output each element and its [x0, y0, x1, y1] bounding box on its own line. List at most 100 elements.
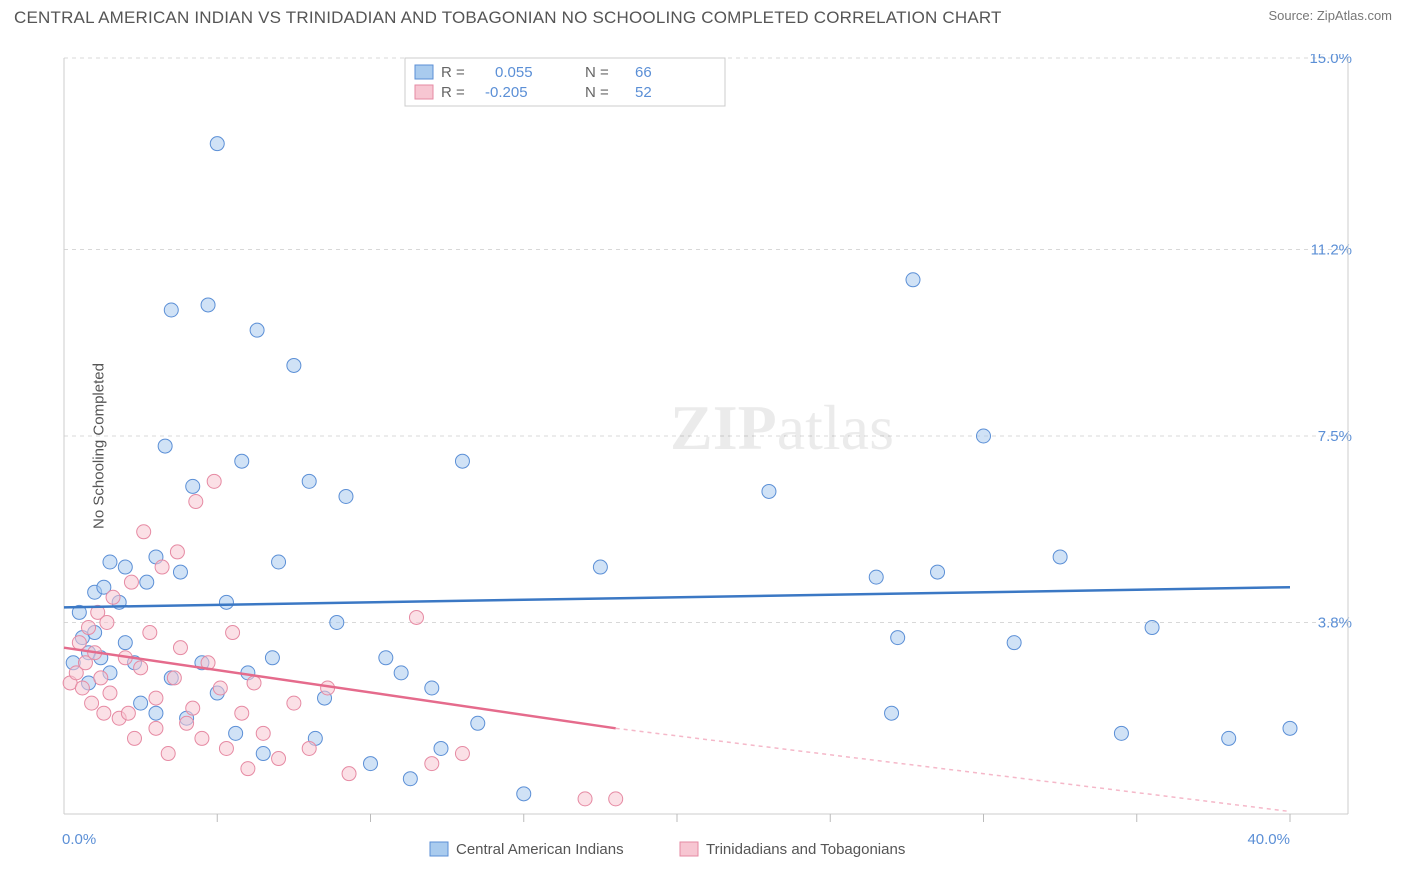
point-series-a — [471, 716, 485, 730]
point-series-a — [173, 565, 187, 579]
point-series-b — [219, 741, 233, 755]
legend-n-label2: N = — [585, 84, 609, 101]
legend-bottom: Central American Indians Trinidadians and… — [430, 841, 905, 858]
point-series-a — [235, 454, 249, 468]
point-series-b — [241, 762, 255, 776]
point-series-b — [342, 767, 356, 781]
point-series-b — [189, 495, 203, 509]
y-tick-label: 15.0% — [1309, 54, 1352, 67]
point-series-a — [201, 298, 215, 312]
point-series-a — [434, 741, 448, 755]
point-series-a — [186, 479, 200, 493]
point-series-a — [885, 706, 899, 720]
point-series-a — [339, 489, 353, 503]
point-series-b — [180, 716, 194, 730]
point-series-b — [226, 626, 240, 640]
point-series-b — [213, 681, 227, 695]
point-series-a — [455, 454, 469, 468]
legend-bottom-swatch-a — [430, 842, 448, 856]
point-series-b — [100, 615, 114, 629]
y-tick-label: 11.2% — [1311, 242, 1352, 259]
point-series-a — [1114, 726, 1128, 740]
point-series-a — [256, 747, 270, 761]
point-series-a — [149, 706, 163, 720]
point-series-b — [106, 590, 120, 604]
point-series-a — [1007, 636, 1021, 650]
point-series-b — [425, 757, 439, 771]
legend-bottom-label-a: Central American Indians — [456, 841, 624, 858]
point-series-b — [170, 545, 184, 559]
point-series-a — [265, 651, 279, 665]
point-series-b — [137, 525, 151, 539]
legend-swatch-a — [415, 65, 433, 79]
point-series-b — [186, 701, 200, 715]
point-series-a — [1222, 731, 1236, 745]
point-series-a — [118, 560, 132, 574]
legend-r-b: -0.205 — [485, 84, 528, 101]
point-series-a — [762, 484, 776, 498]
point-series-b — [85, 696, 99, 710]
point-series-b — [149, 691, 163, 705]
point-series-a — [931, 565, 945, 579]
y-tick-label: 7.5% — [1318, 428, 1352, 445]
point-series-a — [906, 273, 920, 287]
point-series-a — [118, 636, 132, 650]
point-series-a — [302, 474, 316, 488]
point-series-a — [869, 570, 883, 584]
point-series-b — [82, 621, 96, 635]
point-series-a — [403, 772, 417, 786]
legend-swatch-b — [415, 85, 433, 99]
point-series-b — [195, 731, 209, 745]
x-tick-label: 40.0% — [1247, 831, 1290, 848]
point-series-b — [256, 726, 270, 740]
point-series-a — [379, 651, 393, 665]
point-series-b — [97, 706, 111, 720]
point-series-a — [158, 439, 172, 453]
trendline-b-dashed — [616, 728, 1290, 811]
legend-r-label2: R = — [441, 84, 465, 101]
point-series-a — [140, 575, 154, 589]
y-tick-label: 3.8% — [1318, 614, 1352, 631]
point-series-a — [219, 595, 233, 609]
legend-n-a: 66 — [635, 64, 652, 81]
point-series-a — [1145, 621, 1159, 635]
legend-bottom-label-b: Trinidadians and Tobagonians — [706, 841, 905, 858]
point-series-b — [167, 671, 181, 685]
point-series-b — [409, 610, 423, 624]
point-series-a — [517, 787, 531, 801]
point-series-b — [287, 696, 301, 710]
point-series-a — [425, 681, 439, 695]
point-series-b — [155, 560, 169, 574]
point-series-b — [455, 747, 469, 761]
point-series-b — [578, 792, 592, 806]
point-series-a — [394, 666, 408, 680]
point-series-a — [593, 560, 607, 574]
point-series-b — [149, 721, 163, 735]
point-series-a — [103, 555, 117, 569]
legend-bottom-swatch-b — [680, 842, 698, 856]
title-bar: CENTRAL AMERICAN INDIAN VS TRINIDADIAN A… — [0, 0, 1406, 46]
point-series-b — [609, 792, 623, 806]
point-series-a — [364, 757, 378, 771]
point-series-a — [229, 726, 243, 740]
point-series-b — [127, 731, 141, 745]
legend-r-label: R = — [441, 64, 465, 81]
point-series-b — [207, 474, 221, 488]
point-series-a — [250, 323, 264, 337]
legend-r-a: 0.055 — [495, 64, 533, 81]
point-series-b — [121, 706, 135, 720]
point-series-a — [164, 303, 178, 317]
point-series-a — [1053, 550, 1067, 564]
plot-area: 3.8%7.5%11.2%15.0%0.0%40.0%ZIPatlasR =0.… — [60, 54, 1360, 814]
point-series-a — [287, 358, 301, 372]
point-series-b — [75, 681, 89, 695]
chart-svg: 3.8%7.5%11.2%15.0%0.0%40.0%ZIPatlasR =0.… — [60, 54, 1360, 874]
point-series-a — [272, 555, 286, 569]
point-series-b — [72, 636, 86, 650]
point-series-b — [134, 661, 148, 675]
point-series-b — [161, 747, 175, 761]
point-series-a — [891, 631, 905, 645]
point-series-b — [247, 676, 261, 690]
chart-title: CENTRAL AMERICAN INDIAN VS TRINIDADIAN A… — [14, 8, 1002, 28]
point-series-b — [302, 741, 316, 755]
